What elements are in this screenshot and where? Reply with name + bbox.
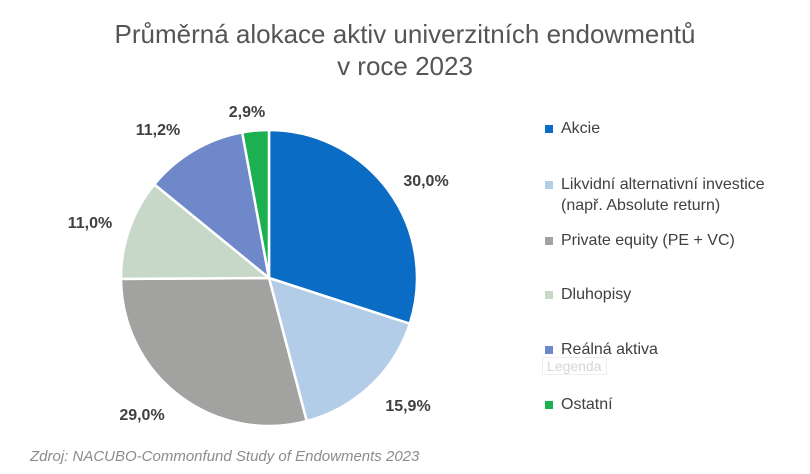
pie-labels: 30,0% 15,9% 29,0% 11,0% 11,2% 2,9% — [68, 104, 449, 424]
legend-swatch-dluhopisy — [545, 291, 553, 299]
chart-subtitle: v roce 2023 — [337, 51, 473, 81]
legend-swatch-akcie — [545, 125, 553, 133]
data-label-private-equity: 29,0% — [119, 407, 164, 424]
legend-item-private-equity: Private equity (PE + VC) — [545, 230, 735, 251]
legend-item-akcie: Akcie — [545, 118, 600, 139]
chart-title: Průměrná alokace aktiv univerzitních end… — [0, 18, 810, 82]
source-note: Zdroj: NACUBO-Commonfund Study of Endowm… — [30, 448, 420, 465]
legend-label-likvidni-alternativni: Likvidní alternativní investice (např. A… — [561, 176, 765, 214]
legend-label-private-equity: Private equity (PE + VC) — [561, 232, 735, 249]
legend-item-ostatni: Ostatní — [545, 394, 613, 415]
data-label-realna-aktiva: 11,2% — [136, 122, 180, 139]
legend-swatch-ostatni — [545, 401, 553, 409]
pie-slices — [119, 128, 419, 428]
data-label-ostatni: 2,9% — [229, 104, 265, 121]
pie-slice-akcie — [267, 128, 419, 325]
legend-item-likvidni-alternativni: Likvidní alternativní investice (např. A… — [545, 174, 765, 216]
legend-item-realna-aktiva: Reálná aktiva — [545, 339, 658, 360]
data-label-akcie: 30,0% — [403, 173, 448, 190]
legend-label-dluhopisy: Dluhopisy — [561, 286, 632, 303]
legend-swatch-likvidni-alternativni — [545, 181, 553, 189]
legend-label-realna-aktiva: Reálná aktiva — [561, 341, 658, 358]
pie-slice-private-equity — [119, 276, 308, 428]
legend-label-akcie: Akcie — [561, 120, 601, 137]
data-label-likvidni-alternativni: 15,9% — [385, 398, 430, 415]
pie-slice-realna-aktiva — [153, 131, 271, 280]
legend-ghost-label: Legenda — [542, 357, 607, 375]
chart-title-line1: Průměrná alokace aktiv univerzitních end… — [114, 19, 696, 49]
pie-slice-ostatni — [240, 128, 271, 280]
legend-swatch-realna-aktiva — [545, 346, 553, 354]
legend-label-ostatni: Ostatní — [561, 396, 613, 413]
legend-swatch-private-equity — [545, 237, 553, 245]
pie-slice-dluhopisy — [119, 183, 271, 281]
legend-item-dluhopisy: Dluhopisy — [545, 284, 631, 305]
pie-slice-likvidni-alternativni — [267, 276, 412, 423]
data-label-dluhopisy: 11,0% — [68, 215, 112, 232]
